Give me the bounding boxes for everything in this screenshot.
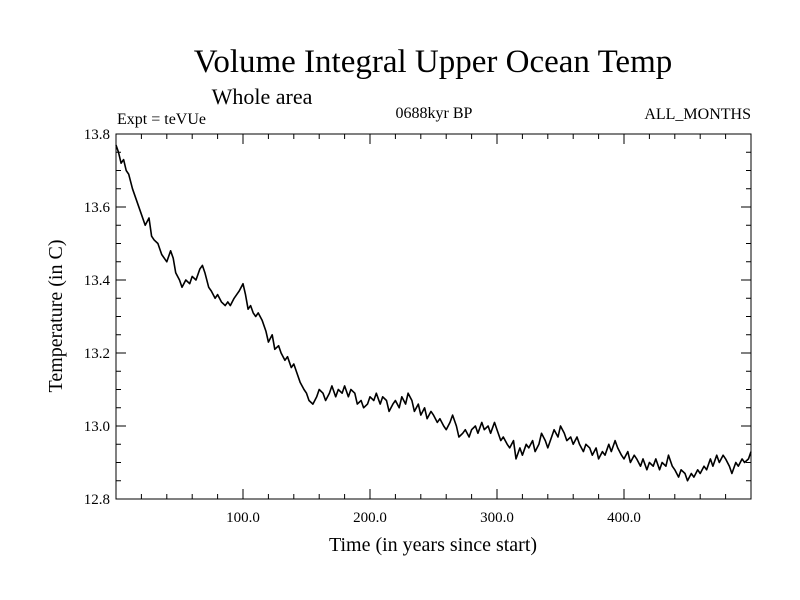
axis-ticks: 100.0 200.0 300.0 400.0 12.8 13.0 13.2 13.4 13.6… xyxy=(84,127,751,526)
period-label: 0688kyr BP xyxy=(396,105,473,122)
y-tick-label: 12.8 xyxy=(84,492,110,508)
chart-subtitle: Whole area xyxy=(212,84,313,109)
x-tick-label: 100.0 xyxy=(226,510,260,526)
chart-title: Volume Integral Upper Ocean Temp xyxy=(194,44,672,80)
y-tick-label: 13.6 xyxy=(84,200,111,216)
y-axis-label: Temperature (in C) xyxy=(45,240,67,393)
plot-frame xyxy=(115,133,752,500)
months-label: ALL_MONTHS xyxy=(644,106,751,123)
y-tick-label: 13.0 xyxy=(84,419,110,435)
y-tick-label: 13.4 xyxy=(84,273,111,289)
y-tick-label: 13.8 xyxy=(84,127,110,143)
x-tick-label: 300.0 xyxy=(480,510,514,526)
series-layer xyxy=(115,144,752,482)
x-tick-label: 200.0 xyxy=(353,510,387,526)
series-line xyxy=(115,144,752,482)
x-tick-label: 400.0 xyxy=(607,510,641,526)
experiment-label: Expt = teVUe xyxy=(117,111,206,128)
x-axis-label: Time (in years since start) xyxy=(329,534,537,556)
y-tick-label: 13.2 xyxy=(84,346,110,362)
